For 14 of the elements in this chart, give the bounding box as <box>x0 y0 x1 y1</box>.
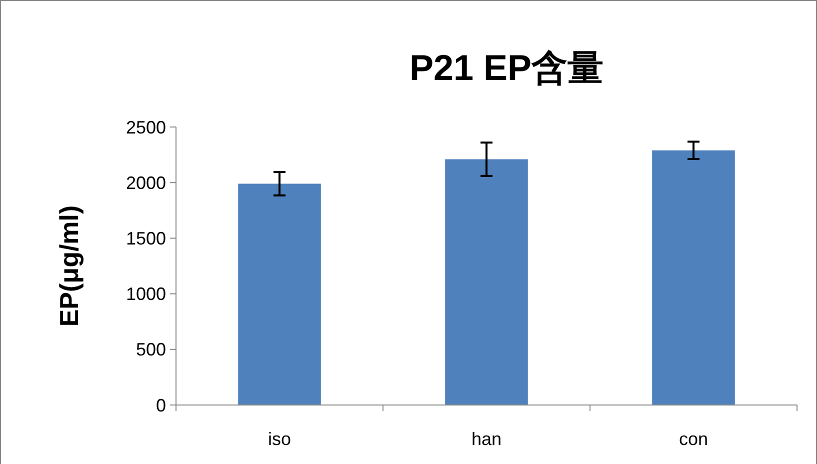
bar <box>652 150 735 405</box>
y-axis-title: EP(μg/ml) <box>54 205 84 327</box>
y-tick-label: 1000 <box>126 284 166 304</box>
x-tick-label: han <box>471 429 502 449</box>
y-tick-label: 2500 <box>126 117 166 138</box>
y-tick-label: 0 <box>156 395 166 416</box>
y-tick-label: 500 <box>136 340 166 360</box>
y-tick-label: 2000 <box>126 172 166 193</box>
chart-title: P21 EP含量 <box>409 47 604 88</box>
x-tick-label: iso <box>268 429 292 449</box>
bar <box>445 159 528 405</box>
bar <box>238 184 321 405</box>
y-tick-label: 1500 <box>126 228 166 248</box>
x-tick-label: con <box>678 429 708 449</box>
